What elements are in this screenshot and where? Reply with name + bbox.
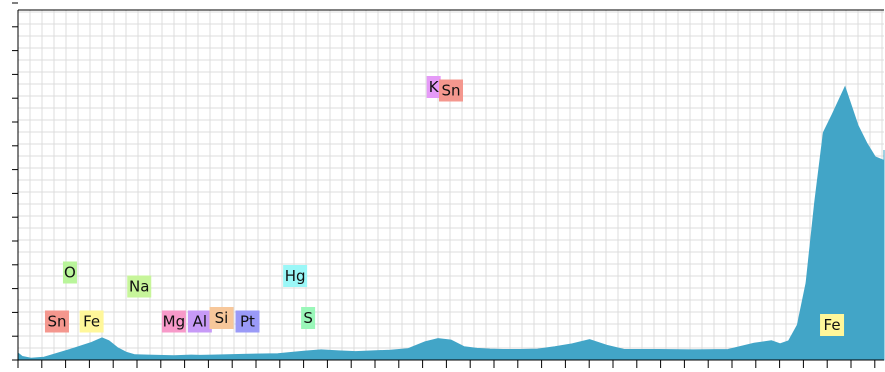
element-label-box xyxy=(44,310,69,333)
element-label-pt: Pt xyxy=(235,310,260,333)
element-label-text: Sn xyxy=(47,313,66,331)
element-label-text: Al xyxy=(193,313,207,331)
element-label-text: S xyxy=(303,309,313,327)
element-label-na: Na xyxy=(127,275,152,298)
element-label-text: Sn xyxy=(441,82,460,100)
element-label-box xyxy=(62,261,77,284)
element-label-text: O xyxy=(64,264,76,282)
element-label-box xyxy=(283,265,308,287)
element-label-box xyxy=(426,76,441,98)
element-label-box xyxy=(127,275,152,298)
element-label-al: Al xyxy=(187,310,212,333)
element-label-fe: Fe xyxy=(79,310,104,333)
grid-lines xyxy=(17,10,884,361)
element-label-box xyxy=(161,310,186,333)
element-label-sn: Sn xyxy=(44,310,69,333)
element-label-mg: Mg xyxy=(161,310,186,333)
element-label-text: Pt xyxy=(240,313,255,331)
element-label-hg: Hg xyxy=(283,265,308,287)
element-label-box xyxy=(820,314,845,336)
element-label-text: Mg xyxy=(163,313,185,331)
element-label-si: Si xyxy=(209,307,234,329)
spectrum-area xyxy=(17,85,885,361)
element-label-sn: Sn xyxy=(439,79,463,102)
element-label-text: Na xyxy=(129,278,149,296)
element-label-text: Si xyxy=(215,309,229,327)
element-label-text: Hg xyxy=(285,267,306,285)
element-label-text: Fe xyxy=(824,316,841,334)
element-label-box xyxy=(209,307,234,329)
element-label-s: S xyxy=(301,307,316,329)
element-label-box xyxy=(235,310,260,333)
element-label-box xyxy=(439,79,463,102)
element-label-box xyxy=(301,307,316,329)
element-label-text: K xyxy=(429,78,440,96)
element-label-o: O xyxy=(62,261,77,284)
element-label-fe: Fe xyxy=(820,314,845,336)
element-label-k: K xyxy=(426,76,441,98)
axes xyxy=(12,2,884,368)
element-label-box xyxy=(79,310,104,333)
element-label-text: Fe xyxy=(83,313,100,331)
element-label-box xyxy=(187,310,212,333)
